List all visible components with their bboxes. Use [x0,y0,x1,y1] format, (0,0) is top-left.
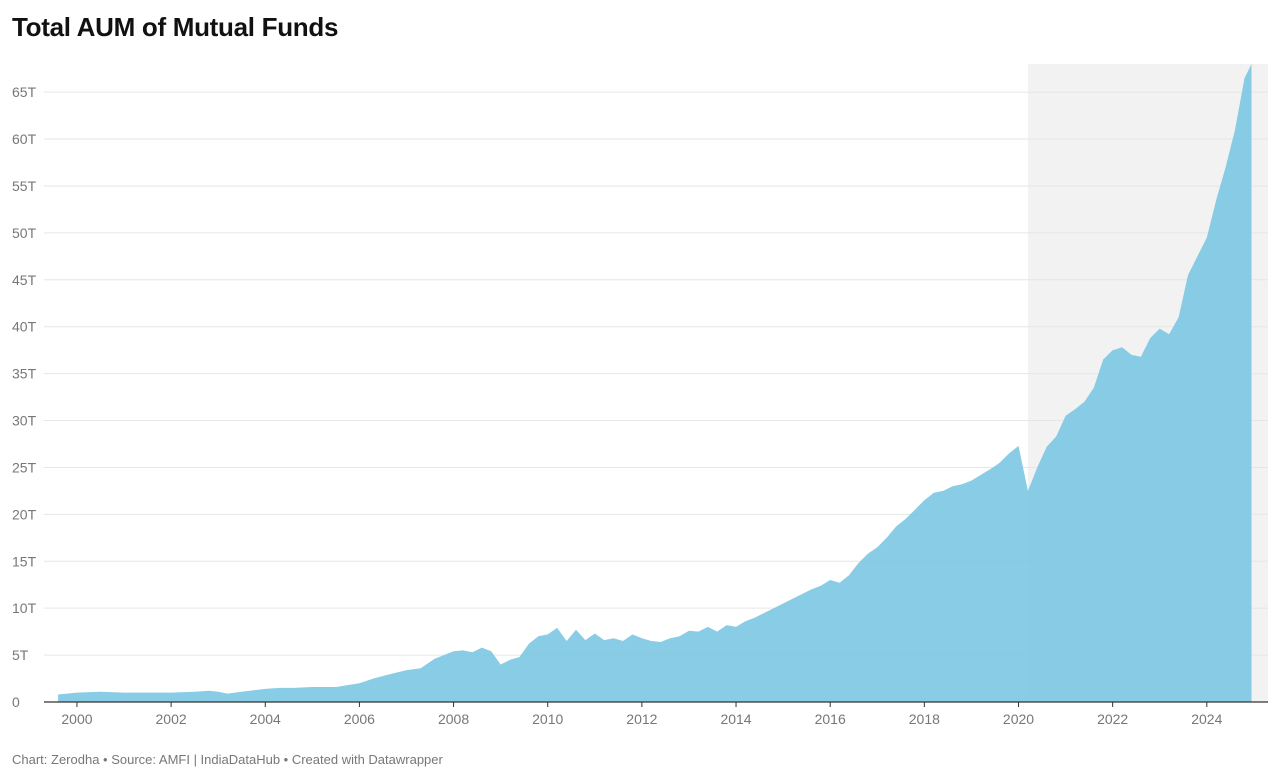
x-tick-label: 2006 [344,711,375,727]
y-tick-label: 60T [12,131,37,147]
y-tick-label: 10T [12,600,37,616]
y-tick-label: 35T [12,366,37,382]
x-tick-label: 2004 [250,711,281,727]
y-tick-label: 40T [12,319,37,335]
y-tick-label: 15T [12,553,37,569]
y-tick-label: 20T [12,506,37,522]
aum-area-series [58,64,1252,702]
x-tick-label: 2014 [720,711,751,727]
x-tick-label: 2010 [532,711,563,727]
y-tick-label: 45T [12,272,37,288]
x-tick-label: 2008 [438,711,469,727]
y-tick-label: 30T [12,413,37,429]
y-tick-label: 50T [12,225,37,241]
x-tick-label: 2002 [156,711,187,727]
y-tick-label: 5T [12,647,29,663]
x-tick-label: 2018 [909,711,940,727]
x-tick-label: 2024 [1191,711,1222,727]
y-tick-label: 0 [12,694,20,710]
x-tick-label: 2000 [61,711,92,727]
x-tick-label: 2020 [1003,711,1034,727]
y-tick-label: 65T [12,84,37,100]
y-tick-label: 55T [12,178,37,194]
x-tick-label: 2022 [1097,711,1128,727]
x-tick-label: 2012 [626,711,657,727]
y-tick-label: 25T [12,459,37,475]
chart-footer-credits: Chart: Zerodha • Source: AMFI | IndiaDat… [12,752,443,767]
x-tick-label: 2016 [815,711,846,727]
chart-title: Total AUM of Mutual Funds [12,12,339,42]
